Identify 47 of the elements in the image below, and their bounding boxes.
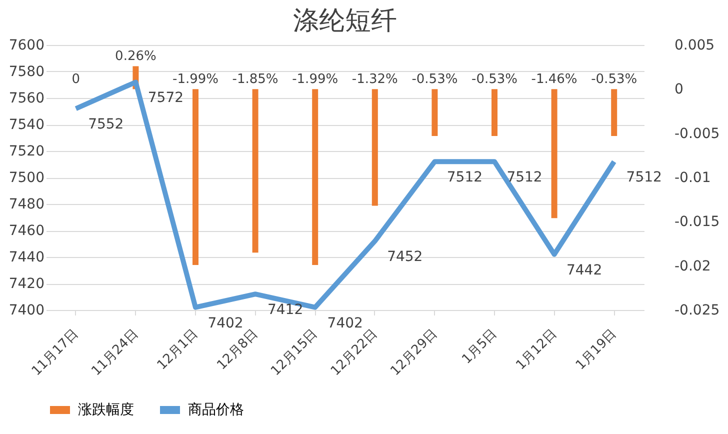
data-label: -0.53% [591,72,638,88]
data-label: -1.32% [352,72,398,88]
y-tick-label: 7520 [8,144,44,160]
data-label: -1.85% [232,72,278,88]
data-label: 7512 [446,170,483,186]
y-tick-label: 7600 [8,38,44,54]
x-tick-label: 12月15日 [268,326,321,379]
data-label: 0 [72,72,80,88]
x-tick-label: 1月12日 [513,326,560,374]
data-label: -1.99% [172,72,218,88]
y-tick-label: 7480 [8,196,44,212]
data-label: 0.26% [115,49,156,64]
y-tick-label: 7460 [8,223,44,239]
legend-label: 商品价格 [188,402,244,418]
data-label: -0.53% [472,72,518,88]
data-label: 7572 [148,90,184,106]
y-tick-label: 7500 [8,170,44,186]
data-label: -0.53% [412,72,458,88]
data-label: 7552 [88,116,124,133]
data-label: 7512 [506,170,542,186]
data-label: 7512 [626,170,662,186]
x-tick-label: 1月19日 [573,326,620,374]
y2-tick-label: 0.005 [674,38,715,54]
x-tick-label: 1月5日 [459,326,500,368]
y2-tick-label: 0 [674,82,684,98]
data-label: -1.99% [292,72,338,88]
y-tick-label: 7540 [8,117,44,133]
y2-tick-label: -0.02 [674,258,711,274]
y2-tick-label: -0.015 [674,214,720,230]
y-tick-label: 7420 [8,276,44,292]
data-label: -1.46% [531,72,578,88]
y2-tick-label: -0.01 [674,170,711,186]
y-tick-label: 7400 [8,302,44,318]
x-tick-label: 11月17日 [29,326,82,379]
chart-title: 涤纶短纤 [293,6,397,36]
data-label: 7452 [387,249,423,266]
legend-label: 涨跌幅度 [78,402,134,418]
x-tick-label: 12月1日 [154,326,202,374]
y-tick-label: 7560 [8,90,44,106]
x-tick-label: 11月24日 [88,326,142,379]
y2-tick-label: -0.025 [674,302,720,318]
data-label: 7442 [566,262,602,278]
y2-tick-label: -0.005 [674,126,720,142]
y-tick-label: 7440 [8,250,44,266]
y-tick-label: 7580 [8,64,44,80]
x-tick-label: 12月29日 [388,326,440,379]
data-label: 7412 [267,302,304,318]
